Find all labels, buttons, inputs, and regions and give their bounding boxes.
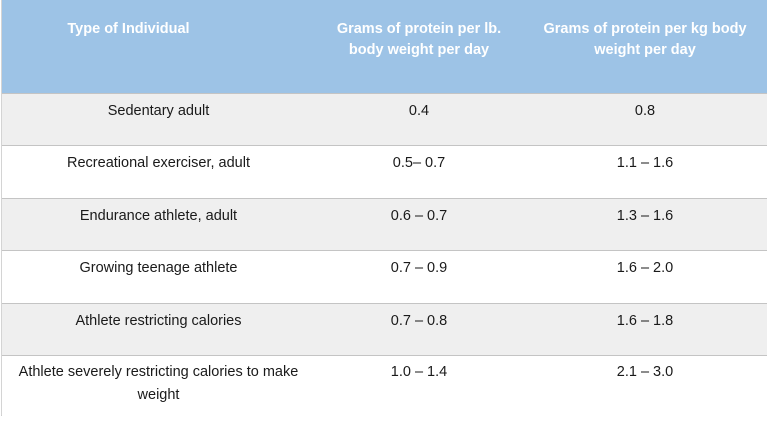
table-row: Recreational exerciser, adult 0.5– 0.7 1… (2, 145, 767, 198)
cell-individual: Sedentary adult (2, 92, 315, 146)
header-grams-per-lb: Grams of protein per lb. body weight per… (315, 0, 523, 93)
cell-grams-per-lb: 0.4 (315, 92, 523, 146)
table-row: Growing teenage athlete 0.7 – 0.9 1.6 – … (2, 250, 767, 303)
cell-grams-per-lb: 0.7 – 0.8 (315, 302, 523, 356)
header-grams-per-kg: Grams of protein per kg body weight per … (523, 0, 767, 93)
cell-grams-per-kg: 1.3 – 1.6 (523, 197, 767, 251)
cell-grams-per-kg: 0.8 (523, 92, 767, 146)
table-row: Athlete restricting calories 0.7 – 0.8 1… (2, 302, 767, 356)
protein-requirements-table: Type of Individual Grams of protein per … (2, 0, 767, 420)
cell-grams-per-lb: 0.5– 0.7 (315, 145, 523, 198)
table-header-row: Type of Individual Grams of protein per … (2, 0, 767, 93)
cell-individual: Endurance athlete, adult (2, 197, 315, 251)
cell-individual: Recreational exerciser, adult (2, 145, 315, 198)
table-row: Sedentary adult 0.4 0.8 (2, 92, 767, 146)
cell-grams-per-kg: 1.6 – 2.0 (523, 250, 767, 303)
cell-individual: Growing teenage athlete (2, 250, 315, 303)
cell-grams-per-lb: 0.7 – 0.9 (315, 250, 523, 303)
cell-grams-per-lb: 1.0 – 1.4 (315, 355, 523, 420)
header-type-of-individual: Type of Individual (2, 0, 315, 93)
protein-table-container: Type of Individual Grams of protein per … (1, 0, 767, 420)
cell-grams-per-kg: 2.1 – 3.0 (523, 355, 767, 420)
cell-grams-per-kg: 1.1 – 1.6 (523, 145, 767, 198)
cell-individual: Athlete severely restricting calories to… (2, 355, 315, 420)
table-row: Athlete severely restricting calories to… (2, 355, 767, 420)
cell-grams-per-lb: 0.6 – 0.7 (315, 197, 523, 251)
cell-grams-per-kg: 1.6 – 1.8 (523, 302, 767, 356)
cell-individual: Athlete restricting calories (2, 302, 315, 356)
table-row: Endurance athlete, adult 0.6 – 0.7 1.3 –… (2, 197, 767, 251)
